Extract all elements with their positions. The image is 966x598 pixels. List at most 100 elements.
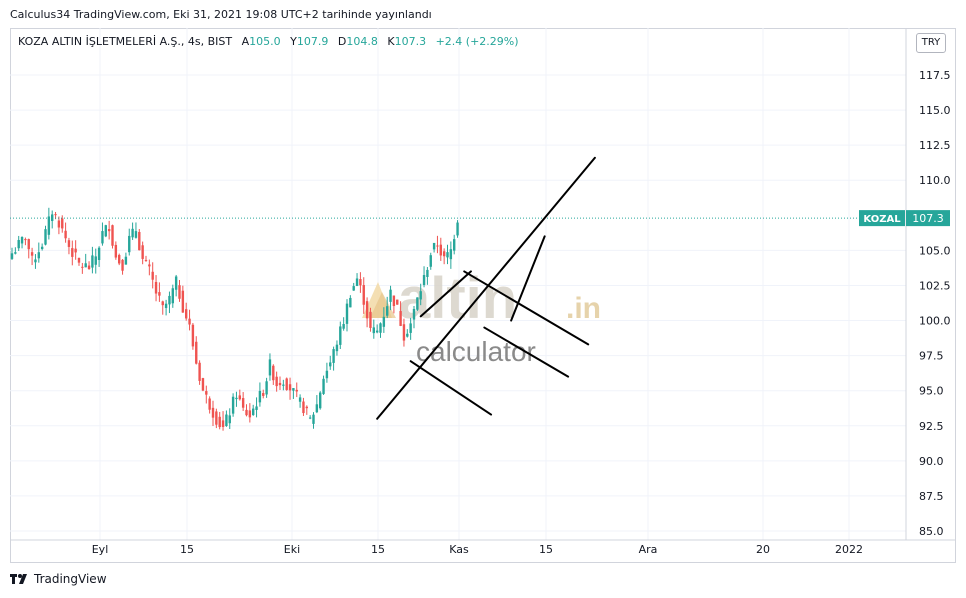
candle <box>138 228 141 251</box>
candle <box>375 324 379 334</box>
candle <box>44 225 47 246</box>
trendline-drawing[interactable] <box>419 270 472 318</box>
candle <box>308 415 312 420</box>
candle <box>131 222 134 240</box>
candle <box>148 259 151 276</box>
grid <box>10 28 906 540</box>
trendline-drawing[interactable] <box>376 156 596 420</box>
candle <box>305 405 308 415</box>
candle <box>402 318 406 347</box>
legend-low: 104.8 <box>346 35 378 48</box>
candle <box>419 283 422 306</box>
x-axis[interactable]: Eyl 15 Eki 15 Kas 15 Ara 20 2022 <box>10 539 956 556</box>
candle <box>101 222 104 246</box>
footer-brand[interactable]: TradingView <box>10 572 107 586</box>
candle <box>422 266 426 288</box>
x-tick-label: Eyl <box>92 543 109 556</box>
candle <box>185 302 188 321</box>
candle <box>352 282 355 291</box>
candle <box>406 329 409 338</box>
candle <box>332 346 335 371</box>
candle <box>355 273 359 287</box>
candle <box>359 272 362 293</box>
candle <box>81 262 84 274</box>
candle <box>298 394 302 408</box>
candle <box>195 336 198 365</box>
y-tick-label: 85.0 <box>919 525 944 538</box>
candle <box>268 353 272 381</box>
candle <box>104 224 107 238</box>
candle <box>322 375 325 395</box>
last-price-symbol: KOZAL <box>863 214 901 225</box>
legend-low-label: D <box>337 35 347 48</box>
y-tick-label: 87.5 <box>919 490 944 503</box>
candle <box>215 408 218 429</box>
publish-info: Calculus34 TradingView.com, Eki 31, 2021… <box>10 8 432 21</box>
y-tick-label: 100.0 <box>919 315 951 328</box>
candle <box>282 379 285 391</box>
candle <box>409 317 412 340</box>
candle <box>141 241 144 265</box>
candle <box>258 382 262 407</box>
candle <box>248 403 252 423</box>
trendlines[interactable] <box>376 156 596 420</box>
candle <box>64 222 67 243</box>
legend-open-label: A <box>241 35 250 48</box>
candle <box>61 215 64 233</box>
candle <box>453 234 456 255</box>
currency-button[interactable]: TRY <box>916 33 946 53</box>
candle <box>449 241 453 269</box>
candle <box>121 259 124 275</box>
candle <box>439 237 442 261</box>
y-tick-label: 115.0 <box>919 104 951 117</box>
candle <box>285 377 288 391</box>
x-tick-label: 2022 <box>835 543 863 556</box>
candle <box>372 319 375 339</box>
y-tick-label: 112.5 <box>919 139 951 152</box>
candle <box>221 411 225 431</box>
candle <box>389 285 392 311</box>
candle <box>30 247 34 266</box>
candle <box>325 362 329 383</box>
symbol-legend: KOZA ALTIN İŞLETMELERİ A.Ş., 4s, BIST A1… <box>18 35 519 48</box>
candle <box>174 274 178 297</box>
chart-frame <box>10 28 956 563</box>
candle <box>228 408 231 430</box>
candle <box>396 299 399 305</box>
watermark-subtext: calculator <box>416 336 536 367</box>
candle <box>27 238 30 259</box>
candle <box>362 277 365 314</box>
candle <box>10 247 14 261</box>
y-tick-label: 92.5 <box>919 420 944 433</box>
candle <box>456 220 459 238</box>
candle <box>436 235 439 254</box>
candle <box>255 397 258 418</box>
last-price-value: 107.3 <box>912 212 944 225</box>
legend-close: 107.3 <box>394 35 427 48</box>
x-tick-label: Ara <box>639 543 658 556</box>
y-axis[interactable]: 117.5 115.0 112.5 110.0 105.0 102.5 100.0 97.5 9… <box>905 28 951 540</box>
candle <box>198 360 201 385</box>
candle <box>275 371 278 392</box>
trendline-drawing[interactable] <box>510 235 546 322</box>
trendline-drawing[interactable] <box>409 360 493 416</box>
watermark-logo-icon <box>362 282 396 318</box>
candle <box>74 240 77 260</box>
candle <box>426 267 429 285</box>
y-tick-label: 90.0 <box>919 455 944 468</box>
candle <box>218 411 221 430</box>
candle <box>37 242 40 263</box>
y-tick-label: 95.0 <box>919 385 944 398</box>
candle <box>329 355 332 370</box>
candle <box>265 377 268 398</box>
candle <box>278 376 282 390</box>
trendline-drawing[interactable] <box>483 326 570 378</box>
candle <box>292 388 295 399</box>
legend-open: 105.0 <box>249 35 281 48</box>
trendline-drawing[interactable] <box>463 270 590 346</box>
candles <box>10 207 459 431</box>
candle <box>178 279 181 302</box>
candle <box>416 297 419 311</box>
candle <box>14 247 17 255</box>
